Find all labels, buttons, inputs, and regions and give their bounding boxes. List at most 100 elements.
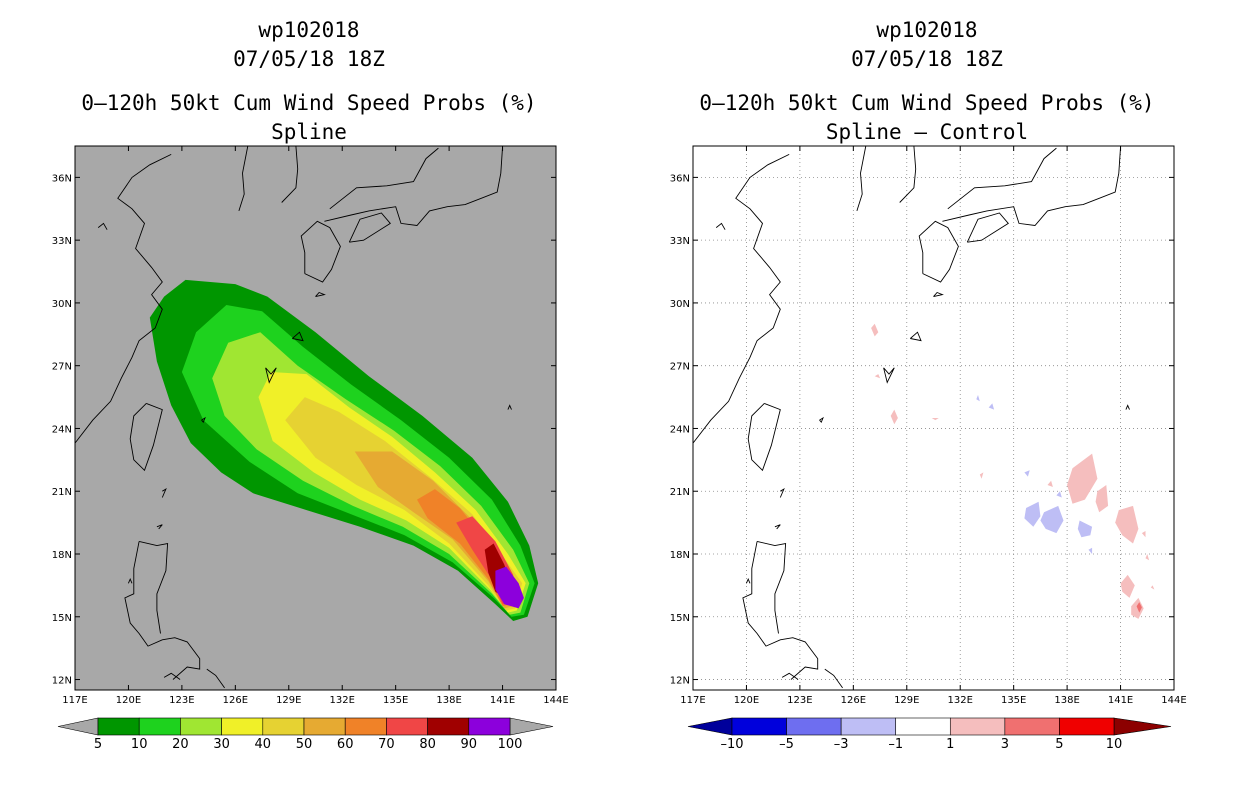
coastline xyxy=(238,145,249,212)
y-tick-label: 27N xyxy=(670,362,690,373)
contour-prob-50-60 xyxy=(354,451,519,609)
colorbar-swatch xyxy=(386,717,428,736)
left-chart-panel: wp102018 07/05/18 18Z 0–120h 50kt Cum Wi… xyxy=(52,18,569,752)
colorbar-swatch xyxy=(221,717,264,736)
y-tick-label: 18N xyxy=(52,550,72,561)
colorbar-label: 90 xyxy=(461,737,478,752)
colorbar-label: –1 xyxy=(888,737,903,752)
y-tick-label: 33N xyxy=(670,236,690,247)
coastline xyxy=(692,153,790,444)
coastline xyxy=(933,291,944,298)
colorbar-swatch xyxy=(949,717,1006,736)
coastline xyxy=(824,668,843,689)
coastline xyxy=(206,668,225,689)
contour-prob-90-100 xyxy=(495,566,524,609)
coastline xyxy=(163,672,181,680)
y-tick-label: 30N xyxy=(670,299,690,310)
x-tick-label: 123E xyxy=(787,695,812,706)
x-tick-label: 123E xyxy=(169,695,194,706)
left-title-storm-id: wp102018 xyxy=(258,18,360,42)
left-probability-map: 117E 120E 123E 126E 129E 132E 135E 138E 141E 144E… xyxy=(52,145,569,752)
diff-patch-pos1 xyxy=(1131,597,1144,619)
plot-frame xyxy=(692,145,1175,691)
y-tick-label: 27N xyxy=(52,362,72,373)
y-tick-label: 18N xyxy=(670,550,690,561)
colorbar-label: –3 xyxy=(834,737,849,752)
y-tick-label: 36N xyxy=(670,173,690,184)
diff-patch-pos1 xyxy=(1115,505,1139,544)
diff-patch-neg1 xyxy=(1088,547,1093,554)
y-tick-label: 15N xyxy=(52,613,72,624)
x-tick-label: 135E xyxy=(1001,695,1026,706)
colorbar-label: 5 xyxy=(94,737,102,752)
x-tick-label: 138E xyxy=(1054,695,1079,706)
colorbar-swatch xyxy=(138,717,181,736)
diff-patch-pos1 xyxy=(874,374,881,379)
x-tick-label: 132E xyxy=(948,695,973,706)
y-tick-label: 24N xyxy=(52,424,72,435)
coastline xyxy=(819,416,824,424)
x-tick-label: 117E xyxy=(680,695,705,706)
coastline xyxy=(742,541,819,680)
colorbar-label: 10 xyxy=(131,737,148,752)
coastline xyxy=(74,153,172,444)
colorbar-arrow-low xyxy=(687,717,733,736)
colorbar-label: 80 xyxy=(419,737,436,752)
y-tick-label: 12N xyxy=(670,676,690,687)
colorbar-swatch xyxy=(180,717,222,736)
colorbar-label: 1 xyxy=(946,737,954,752)
colorbar-swatch xyxy=(262,717,305,736)
coastline xyxy=(329,147,439,210)
coastline xyxy=(138,540,169,634)
coastline xyxy=(124,541,201,680)
coastline xyxy=(129,402,163,472)
coastline xyxy=(324,145,504,226)
x-tick-label: 135E xyxy=(383,695,408,706)
colorbar-label: 50 xyxy=(296,737,313,752)
diff-patch-neg1 xyxy=(1040,505,1064,534)
diff-patch-pos1 xyxy=(1150,585,1155,590)
colorbar-label: 5 xyxy=(1055,737,1063,752)
x-tick-label: 129E xyxy=(894,695,919,706)
diff-patch-pos1 xyxy=(890,409,898,425)
diff-patch-pos1 xyxy=(1145,554,1150,561)
colorbar-label: 70 xyxy=(378,737,395,752)
x-tick-label: 129E xyxy=(276,695,301,706)
colorbar-label: 20 xyxy=(172,737,189,752)
coastline xyxy=(315,291,326,298)
diff-patch-pos1 xyxy=(871,323,879,337)
x-tick-label: 126E xyxy=(841,695,866,706)
colorbar-arrow-high xyxy=(1113,717,1172,736)
diff-patch-pos1 xyxy=(1067,453,1098,504)
diff-patch-pos1 xyxy=(1095,485,1109,513)
right-title-date: 07/05/18 18Z xyxy=(851,47,1003,71)
x-tick-label: 138E xyxy=(436,695,461,706)
coastline xyxy=(127,577,133,584)
x-tick-label: 120E xyxy=(734,695,759,706)
colorbar-swatch xyxy=(1004,717,1060,736)
y-tick-label: 30N xyxy=(52,299,72,310)
coastline xyxy=(348,212,391,243)
y-tick-label: 12N xyxy=(52,676,72,687)
colorbar-swatch xyxy=(344,717,387,736)
diff-patch-pos3 xyxy=(1136,602,1142,613)
y-tick-label: 21N xyxy=(52,487,72,498)
coastline xyxy=(265,367,277,384)
colorbar-label: 60 xyxy=(337,737,354,752)
left-title-date: 07/05/18 18Z xyxy=(233,47,385,71)
colorbar-label: 100 xyxy=(498,737,523,752)
diff-patch-neg1 xyxy=(1056,491,1062,498)
right-title-product: 0–120h 50kt Cum Wind Speed Probs (%) xyxy=(699,91,1155,115)
coastline xyxy=(779,488,785,498)
diff-patch-neg1 xyxy=(1024,501,1041,527)
y-tick-label: 33N xyxy=(52,236,72,247)
x-tick-label: 120E xyxy=(116,695,141,706)
coastline xyxy=(781,672,799,680)
colorbar-arrow-low xyxy=(57,717,99,736)
right-difference-map: 117E 120E 123E 126E 129E 132E 135E 138E 141E 144E… xyxy=(670,145,1187,752)
coastline xyxy=(899,145,917,203)
colorbar-swatch xyxy=(468,717,511,736)
right-chart-panel: wp102018 07/05/18 18Z 0–120h 50kt Cum Wi… xyxy=(618,0,1236,800)
left-title-method: Spline xyxy=(271,120,347,144)
diff-patch-pos1 xyxy=(1120,574,1135,598)
